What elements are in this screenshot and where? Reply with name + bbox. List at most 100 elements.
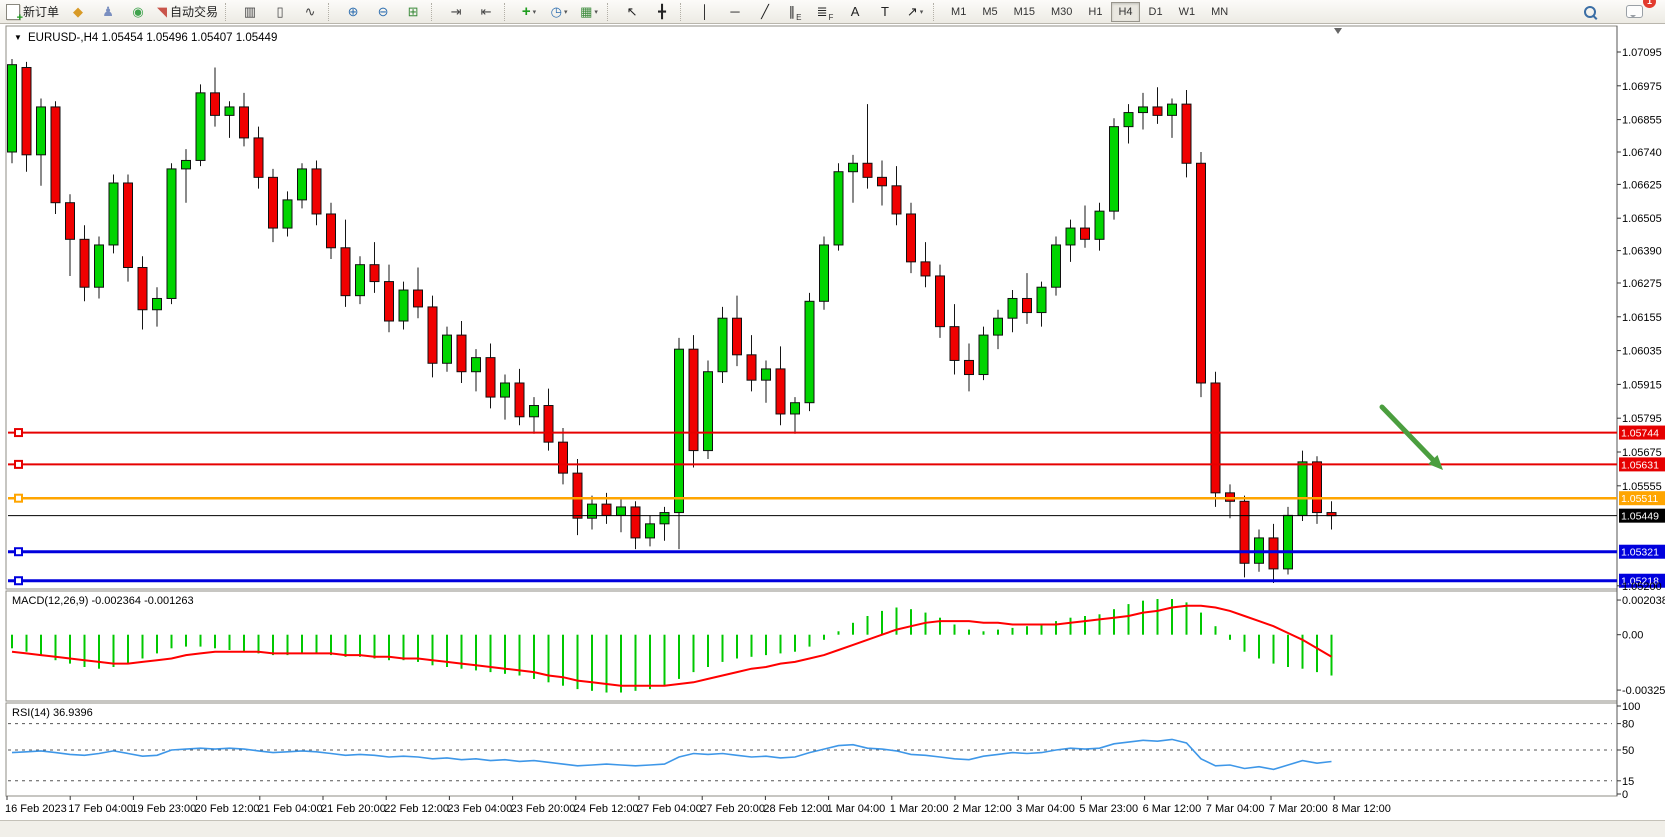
candle-down (485, 357, 496, 398)
candle-down (572, 472, 583, 519)
timeframe-m5-button[interactable]: M5 (982, 5, 998, 18)
candle-up (659, 512, 670, 525)
time-label: 2 Mar 12:00 (953, 803, 1012, 815)
candlestick-button[interactable]: ▯ (265, 1, 295, 23)
price-tick-label: 1.06975 (1622, 81, 1662, 93)
candle-up (1138, 106, 1148, 114)
candle-down (732, 317, 742, 356)
trend-arrow[interactable] (1379, 404, 1440, 467)
timeframe-m30-button[interactable]: M30 (1051, 5, 1073, 18)
candle-down (413, 289, 423, 308)
timeframe-h1-button[interactable]: H1 (1088, 5, 1103, 18)
horizontal-line-icon: ─ (730, 4, 740, 19)
candle-up (500, 382, 510, 398)
candle-down (1080, 227, 1090, 240)
chart-shift-icon: ⇤ (480, 4, 492, 19)
timeframe-m15-button[interactable]: M15 (1013, 5, 1035, 18)
time-label: 21 Feb 04:00 (258, 803, 323, 815)
macd-signal-line (11, 604, 1333, 687)
trendline-button[interactable]: ╱ (750, 1, 780, 23)
timeframe-h4-button[interactable]: H4 (1111, 1, 1140, 22)
toolbar-separator (933, 2, 940, 21)
trend-arrow-head[interactable] (1428, 455, 1443, 470)
bar-chart-icon: ▥ (243, 4, 257, 19)
zoom-in-button[interactable]: ⊕ (338, 1, 368, 23)
line-chart-button[interactable]: ∿ (295, 1, 325, 23)
indicators-button[interactable]: + ▾ (514, 1, 544, 23)
timeframe-m1-button[interactable]: M1 (951, 5, 967, 18)
hline-anchor[interactable] (14, 576, 23, 586)
cursor-icon: ↖ (626, 4, 638, 19)
price-badge-label: 1.05218 (1621, 576, 1659, 588)
text-icon: A (850, 4, 860, 19)
time-label: 21 Feb 20:00 (321, 803, 386, 815)
macd-tick-label: -0.003256 (1622, 685, 1665, 697)
fibonacci-icon: ≣ (816, 4, 828, 19)
candle-up (833, 171, 844, 246)
notifications-button[interactable]: 1 (1619, 0, 1656, 23)
candle-down (384, 281, 394, 322)
zoom-out-button[interactable]: ⊖ (368, 1, 398, 23)
price-tick-label: 1.06740 (1622, 147, 1662, 159)
cursor-button[interactable]: ↖ (617, 1, 647, 23)
auto-trading-button[interactable]: ◥ 自动交易 (153, 1, 222, 23)
time-label: 27 Feb 04:00 (637, 803, 702, 815)
channel-button[interactable]: ∥ E (780, 1, 810, 23)
candle-down (920, 261, 931, 277)
quotes-button[interactable]: ◆ (63, 1, 93, 23)
text-button[interactable]: A (840, 1, 870, 23)
rsi-tick-label: 0 (1622, 789, 1628, 801)
time-label: 5 Mar 23:00 (1079, 803, 1138, 815)
candle-up (94, 244, 104, 288)
hline-anchor[interactable] (14, 428, 23, 438)
candle-down (311, 168, 322, 215)
candle-up (471, 357, 481, 373)
price-chart[interactable]: 1.05744 1.05631 1.05511 1.05321 1.05218 1.054… (0, 24, 1665, 836)
time-label: 7 Mar 04:00 (1206, 803, 1265, 815)
hline-anchor[interactable] (14, 493, 23, 503)
signals-button[interactable]: ◉ (123, 1, 153, 23)
candle-down (340, 247, 351, 297)
bar-chart-button[interactable]: ▥ (235, 1, 265, 23)
chart-shift-button[interactable]: ⇤ (471, 1, 501, 23)
horizontal-line-button[interactable]: ─ (720, 1, 750, 23)
candle-up (978, 334, 989, 376)
text-label-button[interactable]: T (870, 1, 900, 23)
timeframe-mn-button[interactable]: MN (1211, 5, 1229, 18)
rsi-tick-label: 100 (1622, 701, 1640, 713)
candle-down (239, 106, 249, 139)
candle-up (7, 64, 17, 153)
tile-windows-button[interactable]: ⊞ (398, 1, 428, 23)
chart-window[interactable]: 1.05744 1.05631 1.05511 1.05321 1.05218 1.054… (0, 24, 1665, 837)
hline-anchor[interactable] (14, 547, 23, 557)
candle-up (1123, 112, 1134, 128)
time-label: 23 Feb 20:00 (511, 803, 576, 815)
candle-down (862, 162, 873, 178)
community-button[interactable]: ♟ (93, 1, 123, 23)
fibonacci-button[interactable]: ≣ F (810, 1, 840, 23)
candle-up (804, 300, 815, 404)
window-bottom-strip (0, 820, 1665, 837)
vertical-line-button[interactable]: │ (690, 1, 720, 23)
timeframe-w1-button[interactable]: W1 (1178, 5, 1196, 18)
candle-up (224, 106, 235, 116)
new-order-button[interactable]: 新订单 (2, 1, 63, 24)
auto-scroll-button[interactable]: ⇥ (441, 1, 471, 23)
periods-button[interactable]: ◷ ▾ (544, 1, 574, 23)
chevron-down-icon: ▾ (532, 8, 537, 16)
main-toolbar: 新订单 ◆♟◉◥自动交易▥▯∿⊕⊖⊞⇥⇤+▾◷▾▦▾↖╋│─╱∥E≣FAT↗▾ … (0, 0, 1665, 24)
timeframe-d1-button[interactable]: D1 (1148, 5, 1163, 18)
candle-down (1239, 500, 1250, 564)
crosshair-button[interactable]: ╋ (647, 1, 677, 23)
price-tick-label: 1.06505 (1622, 213, 1662, 225)
arrows-button[interactable]: ↗ ▾ (900, 1, 930, 23)
search-button[interactable] (1575, 1, 1605, 23)
hline-anchor[interactable] (14, 459, 23, 469)
templates-button[interactable]: ▦ ▾ (574, 1, 604, 23)
time-label: 28 Feb 12:00 (763, 803, 828, 815)
periods-icon: ◷ (550, 4, 562, 19)
quotes-icon: ◆ (73, 4, 84, 19)
price-tick-label: 1.05915 (1622, 379, 1662, 391)
chart-shift-marker[interactable] (1334, 28, 1342, 34)
price-badge (1619, 491, 1665, 506)
